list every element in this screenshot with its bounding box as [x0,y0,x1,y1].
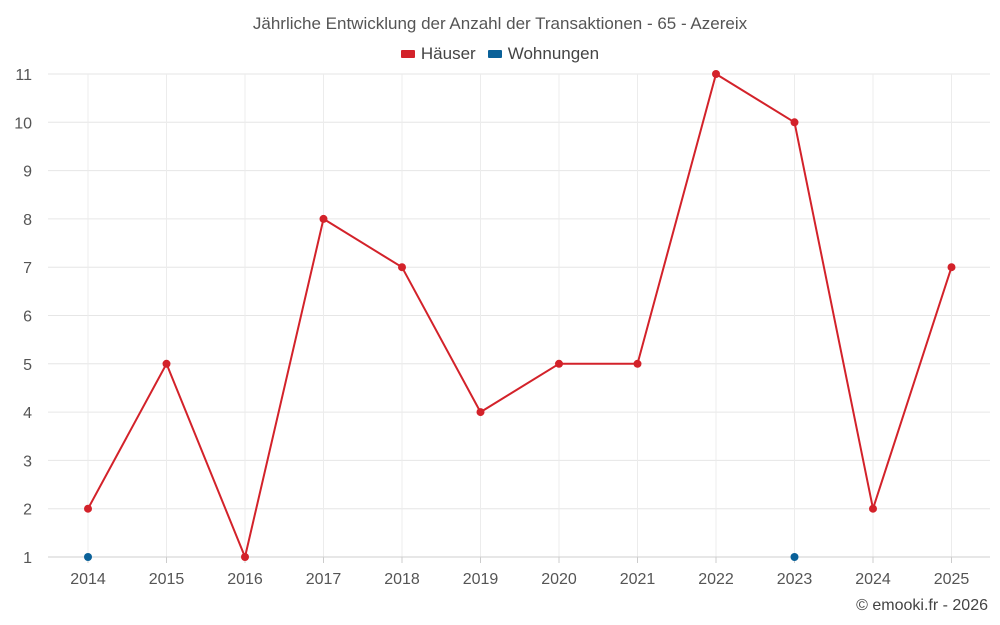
legend-label-wohnungen: Wohnungen [507,44,600,63]
legend-swatch-haeuser [400,50,415,58]
x-tick-label: 2017 [306,571,342,588]
x-tick-label: 2019 [463,571,499,588]
legend-item-wohnungen[interactable]: Wohnungen [487,44,600,64]
x-tick-label: 2016 [227,571,263,588]
data-point-haeuser [162,359,171,368]
legend: Häuser Wohnungen [0,44,1000,64]
legend-swatch-wohnungen [487,50,502,58]
y-tick-label: 4 [23,405,32,422]
credit-text: © emooki.fr - 2026 [856,597,988,614]
data-point-haeuser [869,504,877,513]
x-tick-label: 2018 [384,571,420,588]
y-tick-label: 2 [23,502,32,519]
x-tick-label: 2023 [777,571,813,588]
data-point-wohnungen [790,553,799,561]
data-point-haeuser [633,359,642,368]
data-point-haeuser [555,359,563,368]
legend-label-haeuser: Häuser [420,44,476,63]
x-tick-label: 2021 [620,571,656,588]
y-tick-label: 9 [23,164,32,181]
data-point-haeuser [84,504,92,513]
x-tick-label: 2025 [934,571,970,588]
x-tick-label: 2024 [855,571,891,588]
y-tick-label: 1 [23,550,32,567]
data-point-haeuser [947,263,956,272]
y-tick-label: 6 [23,309,32,326]
legend-item-haeuser[interactable]: Häuser [400,44,476,64]
chart-title: Jährliche Entwicklung der Anzahl der Tra… [252,14,748,33]
x-tick-label: 2020 [541,571,577,588]
y-tick-label: 7 [23,260,32,277]
y-tick-label: 3 [23,453,32,470]
data-point-haeuser [398,263,406,272]
data-point-haeuser [476,408,485,417]
series-line-haeuser [87,73,953,558]
x-tick-label: 2022 [698,571,734,588]
data-point-haeuser [790,118,799,127]
y-tick-label: 5 [23,357,32,374]
data-point-haeuser [712,70,720,78]
data-point-haeuser [319,214,328,223]
data-point-wohnungen [84,553,92,561]
x-tick-label: 2014 [70,571,106,588]
y-tick-label: 8 [23,212,32,229]
x-tick-label: 2015 [149,571,185,588]
y-tick-label: 11 [15,67,32,84]
y-tick-label: 10 [14,115,32,132]
data-point-haeuser [241,553,249,561]
